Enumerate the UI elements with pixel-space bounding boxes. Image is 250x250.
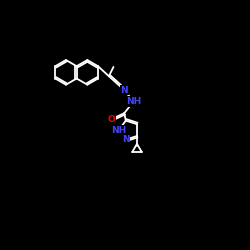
Text: N: N: [122, 135, 130, 144]
Text: O: O: [107, 115, 115, 124]
Text: N: N: [120, 86, 128, 94]
Text: NH: NH: [111, 126, 126, 134]
Text: NH: NH: [126, 97, 141, 106]
